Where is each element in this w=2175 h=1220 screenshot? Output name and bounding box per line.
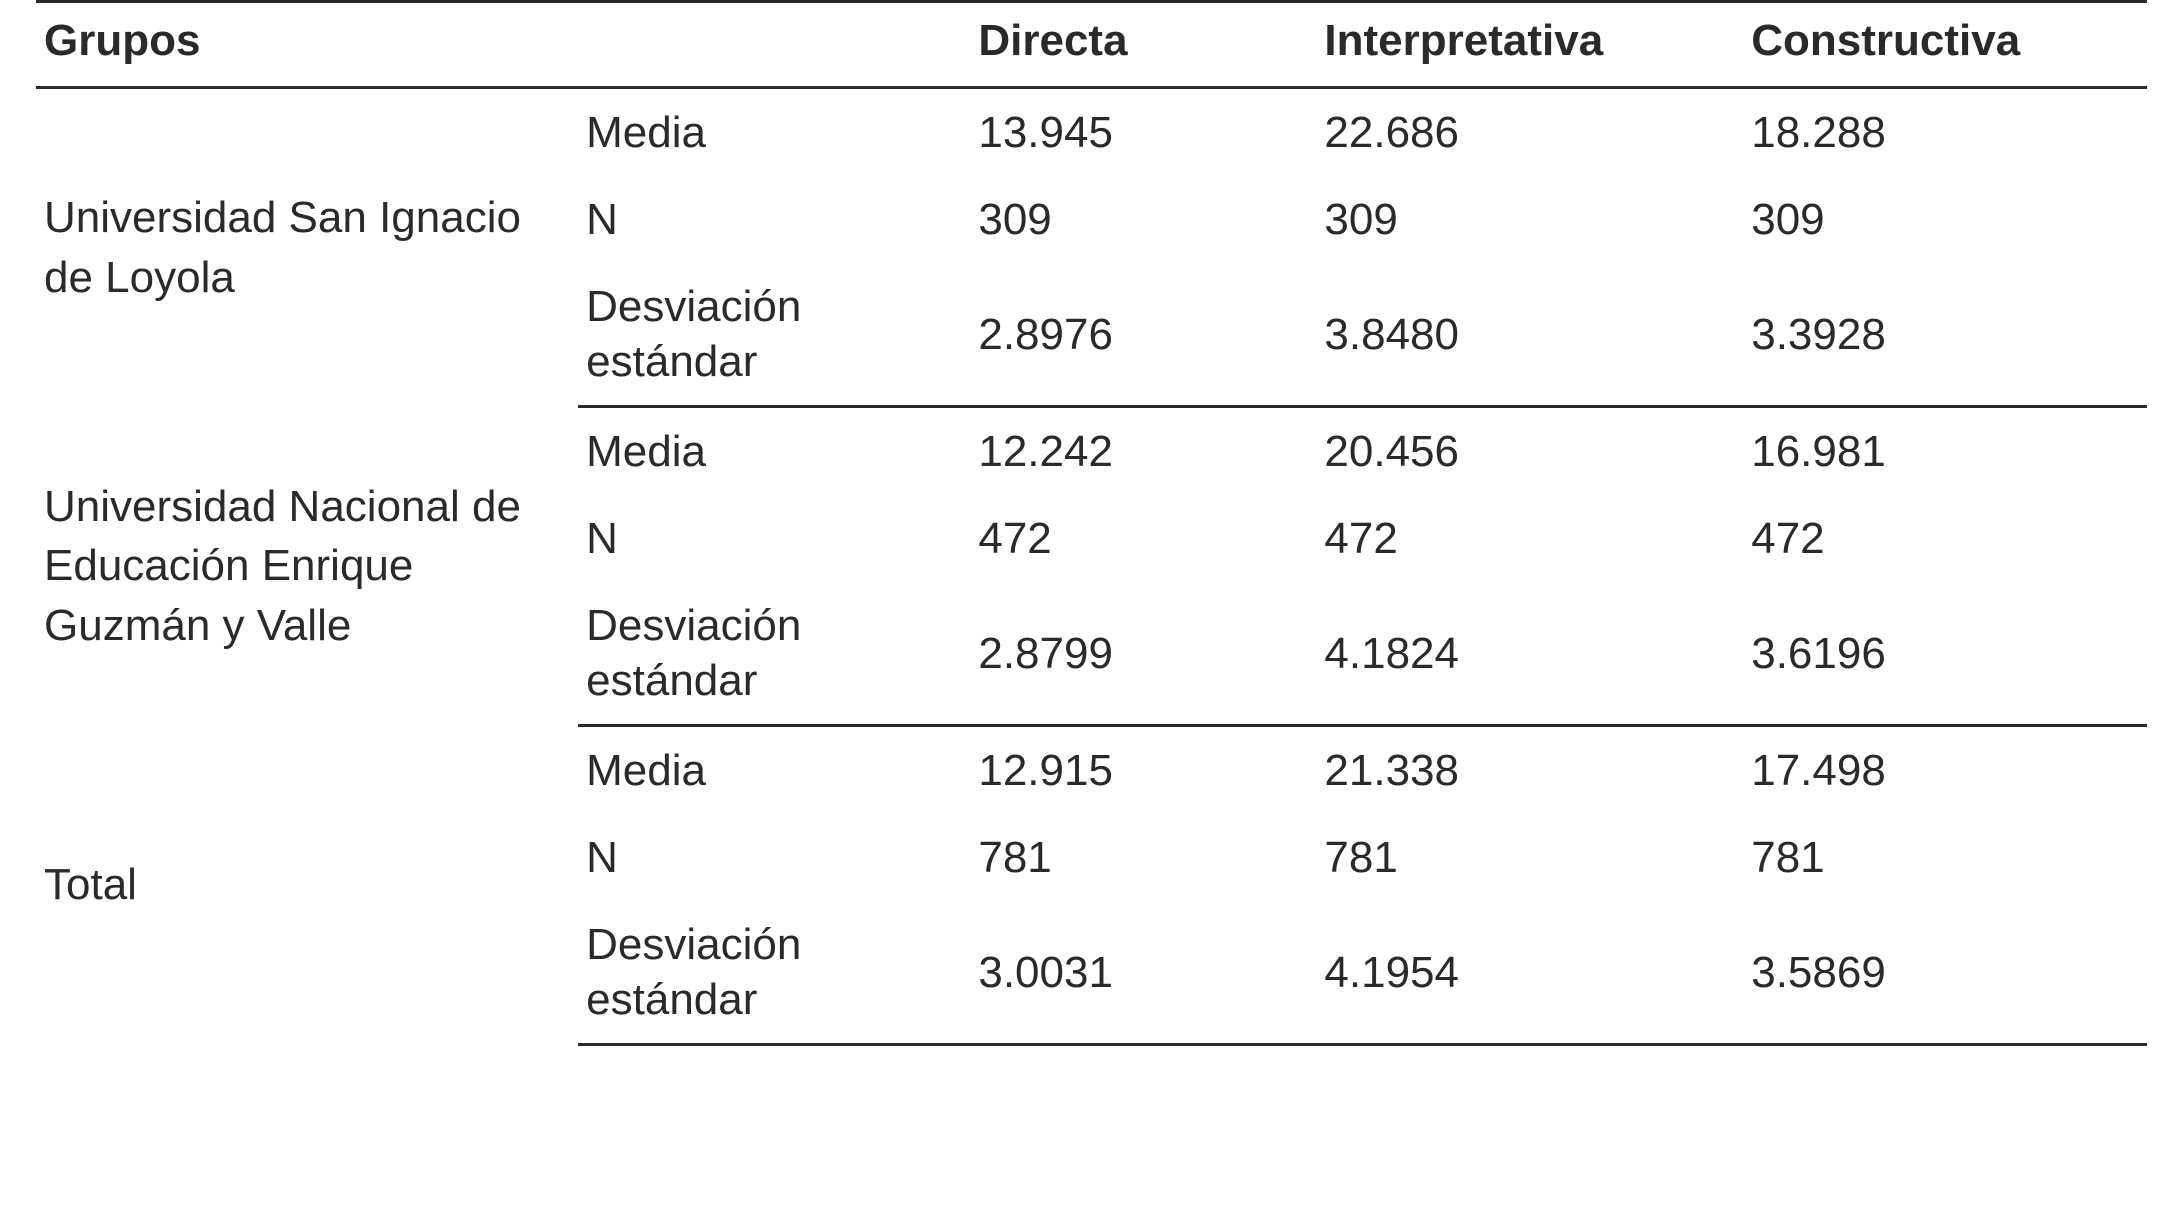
col-header-constructiva: Constructiva [1743,2,2147,88]
cell-value: 12.242 [970,407,1316,496]
cell-value: 781 [1743,814,2147,901]
cell-value: 18.288 [1743,88,2147,177]
stat-label-sd: Desviación estándar [578,901,970,1045]
cell-value: 2.8799 [970,582,1316,726]
col-header-stat [578,2,970,88]
cell-value: 2.8976 [970,263,1316,407]
cell-value: 472 [970,495,1316,582]
stat-label-sd: Desviación estándar [578,582,970,726]
stat-label-mean: Media [578,88,970,177]
cell-value: 20.456 [1316,407,1743,496]
cell-value: 309 [1316,176,1743,263]
table-row: Universidad Nacional de Educación Enriqu… [36,407,2147,496]
cell-value: 3.5869 [1743,901,2147,1045]
cell-value: 22.686 [1316,88,1743,177]
cell-value: 4.1954 [1316,901,1743,1045]
col-header-interpretativa: Interpretativa [1316,2,1743,88]
col-header-groups: Grupos [36,2,578,88]
stat-label-n: N [578,176,970,263]
stat-label-sd: Desviación estándar [578,263,970,407]
stat-label-mean: Media [578,726,970,815]
cell-value: 12.915 [970,726,1316,815]
stat-label-mean: Media [578,407,970,496]
cell-value: 3.6196 [1743,582,2147,726]
cell-value: 309 [970,176,1316,263]
cell-value: 472 [1316,495,1743,582]
cell-value: 3.8480 [1316,263,1743,407]
cell-value: 21.338 [1316,726,1743,815]
cell-value: 17.498 [1743,726,2147,815]
table-row: Universidad San Ignacio de Loyola Media … [36,88,2147,177]
cell-value: 3.0031 [970,901,1316,1045]
group-name: Total [36,726,578,1045]
cell-value: 16.981 [1743,407,2147,496]
group-name: Universidad Nacional de Educación Enriqu… [36,407,578,726]
col-header-directa: Directa [970,2,1316,88]
stat-label-n: N [578,814,970,901]
table-row: Total Media 12.915 21.338 17.498 [36,726,2147,815]
table-header-row: Grupos Directa Interpretativa Constructi… [36,2,2147,88]
stats-table: Grupos Directa Interpretativa Constructi… [36,0,2147,1046]
cell-value: 3.3928 [1743,263,2147,407]
cell-value: 472 [1743,495,2147,582]
cell-value: 13.945 [970,88,1316,177]
cell-value: 309 [1743,176,2147,263]
cell-value: 781 [970,814,1316,901]
group-name: Universidad San Ignacio de Loyola [36,88,578,407]
cell-value: 781 [1316,814,1743,901]
stat-label-n: N [578,495,970,582]
cell-value: 4.1824 [1316,582,1743,726]
